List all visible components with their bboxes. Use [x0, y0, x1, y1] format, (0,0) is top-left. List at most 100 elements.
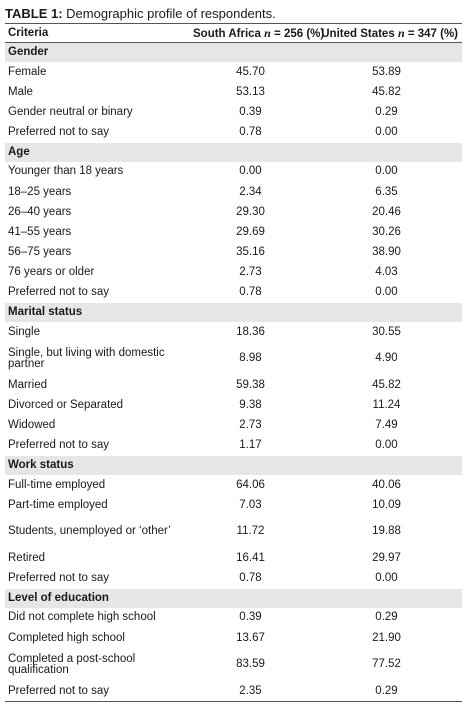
- header-south-africa: South Africa n = 256 (%): [190, 23, 324, 43]
- table-row: Gender neutral or binary 0.39 0.29: [5, 102, 462, 122]
- table-row: Female 45.70 53.89: [5, 62, 462, 82]
- section-label: Level of education: [5, 588, 462, 608]
- row-value-united-states: 0.29: [375, 105, 398, 118]
- row-value-united-states: 0.00: [375, 439, 398, 452]
- row-value-united-states: 4.03: [375, 266, 398, 279]
- row-value-south-africa: 8.98: [239, 352, 262, 365]
- table-row: Full-time employed 64.06 40.06: [5, 475, 462, 495]
- row-value-united-states: 11.24: [372, 399, 401, 412]
- row-value-united-states: 21.90: [372, 631, 401, 644]
- row-value-south-africa: 1.17: [239, 439, 262, 452]
- table-body: Gender Female 45.70 53.89 Male 53.13 45.82 Gend…: [5, 42, 462, 702]
- row-value-united-states: 0.29: [375, 611, 398, 624]
- section-label: Age: [5, 142, 462, 162]
- section-header-row: Work status: [5, 456, 462, 475]
- header-us-n: n: [397, 25, 405, 40]
- row-value-united-states: 0.00: [375, 126, 398, 139]
- row-value-south-africa: 9.38: [239, 399, 262, 412]
- row-value-united-states: 0.00: [375, 286, 398, 299]
- row-criteria: Married: [8, 378, 47, 391]
- table-row: Widowed 2.73 7.49: [5, 416, 462, 436]
- table-row: Single 18.36 30.55: [5, 322, 462, 342]
- header-row: Criteria South Africa n = 256 (%) United…: [5, 23, 462, 43]
- table-row: Completed high school 13.67 21.90: [5, 628, 462, 648]
- table-caption: TABLE 1: Demographic profile of responde…: [5, 6, 462, 23]
- row-value-united-states: 45.82: [372, 85, 401, 98]
- row-value-united-states: 29.97: [372, 551, 401, 564]
- row-criteria: Widowed: [8, 419, 56, 432]
- table-row: Divorced or Separated 9.38 11.24: [5, 395, 462, 415]
- section-label: Gender: [5, 42, 462, 62]
- row-value-south-africa: 16.41: [236, 551, 265, 564]
- header-us-name: United States: [321, 27, 395, 40]
- row-value-south-africa: 53.13: [236, 85, 265, 98]
- table-row: 41–55 years 29.69 30.26: [5, 222, 462, 242]
- header-sa-rest: = 256 (%): [270, 27, 325, 40]
- row-value-south-africa: 83.59: [236, 658, 265, 671]
- section-header-row: Age: [5, 142, 462, 162]
- row-criteria: 56–75 years: [8, 246, 72, 259]
- row-criteria: Female: [8, 65, 47, 78]
- row-value-united-states: 4.90: [375, 352, 398, 365]
- row-value-south-africa: 2.73: [239, 419, 262, 432]
- row-value-united-states: 19.88: [372, 525, 401, 538]
- table-row: Completed a post-school qualification 83.…: [5, 648, 462, 681]
- header-sa-n: n: [264, 25, 271, 40]
- row-criteria: Completed a post-school qualification: [8, 652, 136, 676]
- header-criteria: Criteria: [5, 23, 190, 43]
- row-criteria: Younger than 18 years: [8, 165, 124, 178]
- section-header-row: Level of education: [5, 588, 462, 608]
- row-value-south-africa: 45.70: [236, 65, 265, 78]
- row-value-south-africa: 0.39: [239, 105, 262, 118]
- row-value-south-africa: 0.78: [239, 126, 262, 139]
- table-row: 26–40 years 29.30 20.46: [5, 202, 462, 222]
- row-value-south-africa: 11.72: [236, 525, 265, 538]
- table-row: Students, unemployed or ‘other’ 11.72 19.8…: [5, 515, 462, 548]
- row-value-south-africa: 7.03: [239, 498, 262, 511]
- row-value-south-africa: 18.36: [236, 325, 265, 338]
- table-row: Male 53.13 45.82: [5, 82, 462, 102]
- row-criteria: Divorced or Separated: [8, 399, 124, 412]
- row-value-united-states: 30.26: [372, 225, 401, 238]
- row-value-united-states: 77.52: [372, 658, 401, 671]
- row-value-south-africa: 0.78: [239, 572, 262, 585]
- table-row: Younger than 18 years 0.00 0.00: [5, 162, 462, 182]
- row-value-united-states: 0.00: [375, 165, 398, 178]
- table-row: Preferred not to say 0.78 0.00: [5, 123, 462, 143]
- row-value-united-states: 53.89: [372, 65, 401, 78]
- section-header-row: Marital status: [5, 303, 462, 323]
- section-label: Marital status: [5, 303, 462, 323]
- row-value-south-africa: 13.67: [236, 631, 265, 644]
- table-row: Preferred not to say 1.17 0.00: [5, 436, 462, 456]
- table-row: Preferred not to say 2.35 0.29: [5, 681, 462, 702]
- row-criteria: Preferred not to say: [8, 126, 109, 139]
- row-criteria: Preferred not to say: [8, 286, 109, 299]
- row-criteria: Retired: [8, 551, 46, 564]
- caption-text: Demographic profile of respondents.: [66, 6, 276, 21]
- row-value-south-africa: 64.06: [236, 478, 265, 491]
- row-criteria: 41–55 years: [8, 225, 72, 238]
- table-row: Preferred not to say 0.78 0.00: [5, 569, 462, 589]
- row-value-united-states: 10.09: [372, 498, 401, 511]
- row-value-south-africa: 2.35: [239, 684, 262, 697]
- row-criteria: 76 years or older: [8, 266, 95, 279]
- row-value-south-africa: 2.73: [239, 266, 262, 279]
- row-criteria: Full-time employed: [8, 478, 106, 491]
- row-value-united-states: 20.46: [372, 205, 401, 218]
- table-container: TABLE 1: Demographic profile of responde…: [5, 0, 462, 703]
- row-value-united-states: 6.35: [375, 185, 398, 198]
- section-label: Work status: [5, 456, 462, 475]
- row-criteria: Completed high school: [8, 631, 125, 644]
- row-value-united-states: 38.90: [372, 246, 401, 259]
- row-value-south-africa: 35.16: [236, 246, 265, 259]
- caption-label: TABLE 1:: [5, 6, 63, 21]
- table-row: Retired 16.41 29.97: [5, 548, 462, 568]
- row-value-south-africa: 29.30: [236, 205, 265, 218]
- table-row: 18–25 years 2.34 6.35: [5, 182, 462, 202]
- section-header-row: Gender: [5, 42, 462, 62]
- row-value-south-africa: 0.00: [239, 165, 262, 178]
- demographic-table: Criteria South Africa n = 256 (%) United…: [5, 23, 462, 703]
- row-criteria: Preferred not to say: [8, 439, 109, 452]
- row-value-south-africa: 59.38: [236, 378, 265, 391]
- table-row: Preferred not to say 0.78 0.00: [5, 283, 462, 303]
